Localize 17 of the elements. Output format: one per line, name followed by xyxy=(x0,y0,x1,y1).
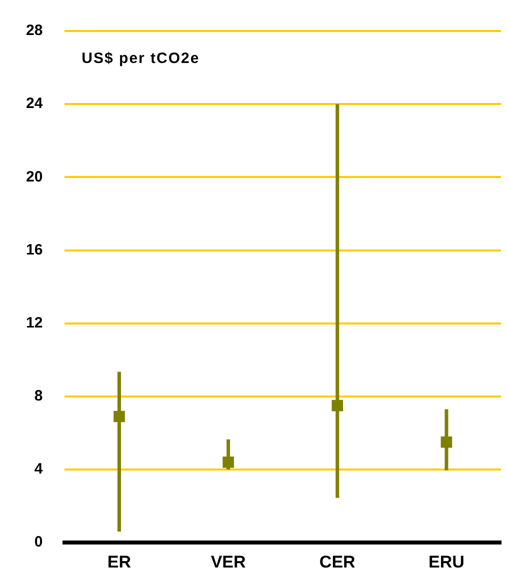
y-tick-label: 16 xyxy=(26,241,43,258)
y-tick-label: 8 xyxy=(34,388,43,405)
y-tick-label: 24 xyxy=(26,95,44,112)
point xyxy=(222,456,234,468)
x-tick-label: VER xyxy=(210,552,246,572)
point xyxy=(332,400,344,412)
y-axis-title: US$ per tCO2e xyxy=(82,50,200,67)
x-tick-label: CER xyxy=(319,552,356,572)
x-tick-label: ERU xyxy=(428,552,464,572)
point xyxy=(114,410,125,422)
y-tick-label: 20 xyxy=(26,168,43,186)
y-tick-label: 28 xyxy=(26,22,43,40)
point xyxy=(440,436,452,448)
x-tick-label: ER xyxy=(107,552,132,572)
y-tick-label: 12 xyxy=(26,314,43,332)
y-tick-label: 4 xyxy=(34,460,44,478)
y-tick-label: 0 xyxy=(34,534,43,551)
